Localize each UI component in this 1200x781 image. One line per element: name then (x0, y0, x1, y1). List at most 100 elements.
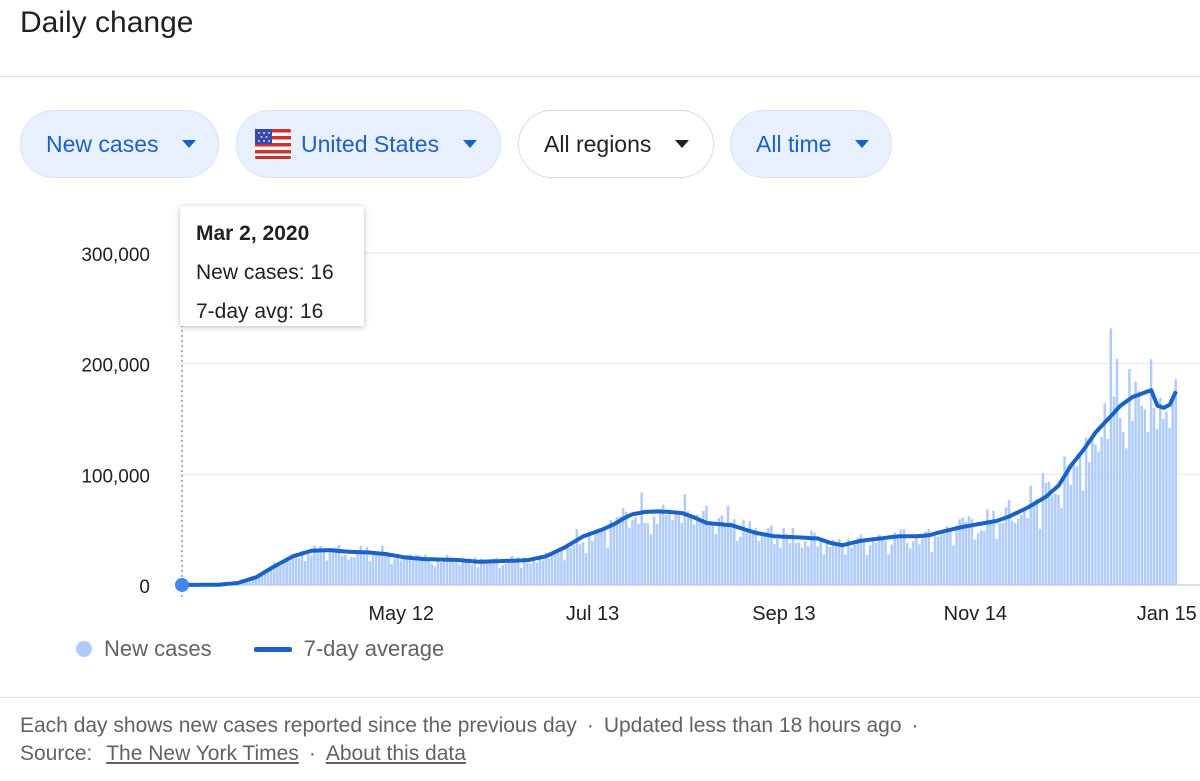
page-title: Daily change (20, 6, 194, 39)
dropdown-caret-icon (463, 140, 478, 148)
new-cases-bar (983, 531, 986, 585)
new-cases-bar (260, 574, 264, 585)
y-axis-ticks: 0 100,000 200,000 300,000 (81, 245, 150, 598)
new-cases-bar (1026, 518, 1029, 585)
tooltip-average: 7-day avg: 16 (196, 300, 324, 323)
new-cases-bar (942, 530, 946, 585)
new-cases-bar (677, 514, 680, 585)
new-cases-bar (964, 522, 967, 585)
footer-description: Each day shows new cases reported since … (20, 714, 577, 737)
new-cases-bar (347, 559, 350, 585)
new-cases-bar (1078, 452, 1082, 585)
new-cases-bar (591, 540, 594, 585)
new-cases-bar (1091, 437, 1094, 585)
x-tick-label: Jul 13 (566, 603, 619, 625)
new-cases-bar (455, 562, 458, 585)
new-cases-bar (689, 516, 693, 585)
source-label: Source: (20, 742, 93, 765)
new-cases-bar (1035, 498, 1038, 585)
new-cases-bar (1125, 448, 1128, 585)
new-cases-bar (980, 530, 983, 585)
new-cases-bar (714, 533, 717, 585)
country-filter-chip[interactable]: United States (236, 110, 501, 178)
new-cases-bar (871, 539, 875, 585)
new-cases-bar (578, 544, 582, 585)
new-cases-bar (276, 566, 279, 585)
new-cases-bar (526, 563, 529, 585)
daily-cases-chart[interactable]: 0 100,000 200,000 300,000 May 12 Jul 13 Sep 1… (0, 190, 1200, 630)
region-filter-chip[interactable]: All regions (518, 110, 714, 178)
new-cases-bar (828, 547, 832, 585)
time-filter-chip[interactable]: All time (730, 110, 892, 178)
new-cases-bar (1017, 518, 1020, 585)
new-cases-bar (1088, 462, 1091, 585)
new-cases-bar (680, 522, 683, 585)
new-cases-bar (708, 525, 711, 585)
new-cases-bar (939, 534, 943, 585)
new-cases-bar (819, 541, 822, 585)
new-cases-bar (495, 557, 498, 585)
new-cases-bar (711, 523, 714, 585)
new-cases-bar (353, 557, 356, 585)
new-cases-bar (868, 545, 872, 585)
new-cases-bar (1149, 359, 1153, 585)
new-cases-bar (1094, 444, 1097, 585)
new-cases-bar (618, 516, 622, 585)
new-cases-bar (896, 537, 900, 585)
new-cases-bar (621, 508, 625, 585)
new-cases-bar (723, 523, 727, 585)
new-cases-bar (365, 547, 369, 585)
metric-filter-chip[interactable]: New cases (20, 110, 219, 178)
new-cases-bar (884, 540, 887, 585)
new-cases-bar (1174, 379, 1177, 585)
new-cases-bar (310, 555, 313, 585)
new-cases-bar (652, 516, 656, 585)
new-cases-bar (418, 555, 421, 585)
x-axis-ticks: May 12 Jul 13 Sep 13 Nov 14 Jan 15 (368, 603, 1196, 625)
new-cases-bar (1029, 485, 1032, 585)
new-cases-bar (569, 547, 572, 585)
new-cases-bar (322, 550, 325, 585)
new-cases-bar (507, 559, 511, 585)
new-cases-bar (609, 520, 612, 585)
new-cases-bar (936, 536, 940, 585)
new-cases-bar (665, 515, 668, 585)
new-cases-bar (245, 580, 248, 585)
legend-new-cases-label: New cases (104, 636, 212, 661)
hover-point (175, 577, 189, 592)
new-cases-bar (427, 558, 430, 585)
new-cases-bar (266, 570, 270, 585)
source-link[interactable]: The New York Times (106, 742, 299, 765)
new-cases-bar (461, 561, 464, 585)
new-cases-bar (625, 511, 628, 585)
new-cases-bar (754, 528, 758, 585)
new-cases-bar (279, 565, 282, 585)
y-tick-label: 0 (139, 577, 150, 598)
new-cases-bar (853, 544, 856, 585)
new-cases-bar (390, 563, 393, 585)
new-cases-bar (736, 540, 739, 585)
new-cases-bar (334, 547, 338, 585)
new-cases-bar (359, 545, 362, 585)
seven-day-average-line (182, 388, 1178, 587)
new-cases-bar (767, 528, 770, 585)
new-cases-bar (1060, 507, 1063, 585)
new-cases-bar (458, 564, 461, 585)
new-cases-bar (374, 553, 378, 585)
new-cases-bar (637, 524, 640, 585)
header-divider (0, 76, 1200, 77)
new-cases-bar (1165, 411, 1168, 585)
us-flag-icon (255, 129, 291, 159)
new-cases-bar (674, 511, 677, 585)
new-cases-bar (844, 554, 847, 585)
new-cases-bar (841, 543, 844, 585)
new-cases-bar (1171, 396, 1174, 585)
new-cases-bar (263, 573, 267, 585)
new-cases-bar (544, 552, 548, 585)
new-cases-bar (1010, 520, 1014, 585)
new-cases-bar (464, 559, 467, 585)
new-cases-bar (483, 560, 486, 585)
new-cases-bar (1131, 421, 1134, 585)
about-data-link[interactable]: About this data (325, 742, 466, 765)
new-cases-bar (606, 547, 609, 585)
